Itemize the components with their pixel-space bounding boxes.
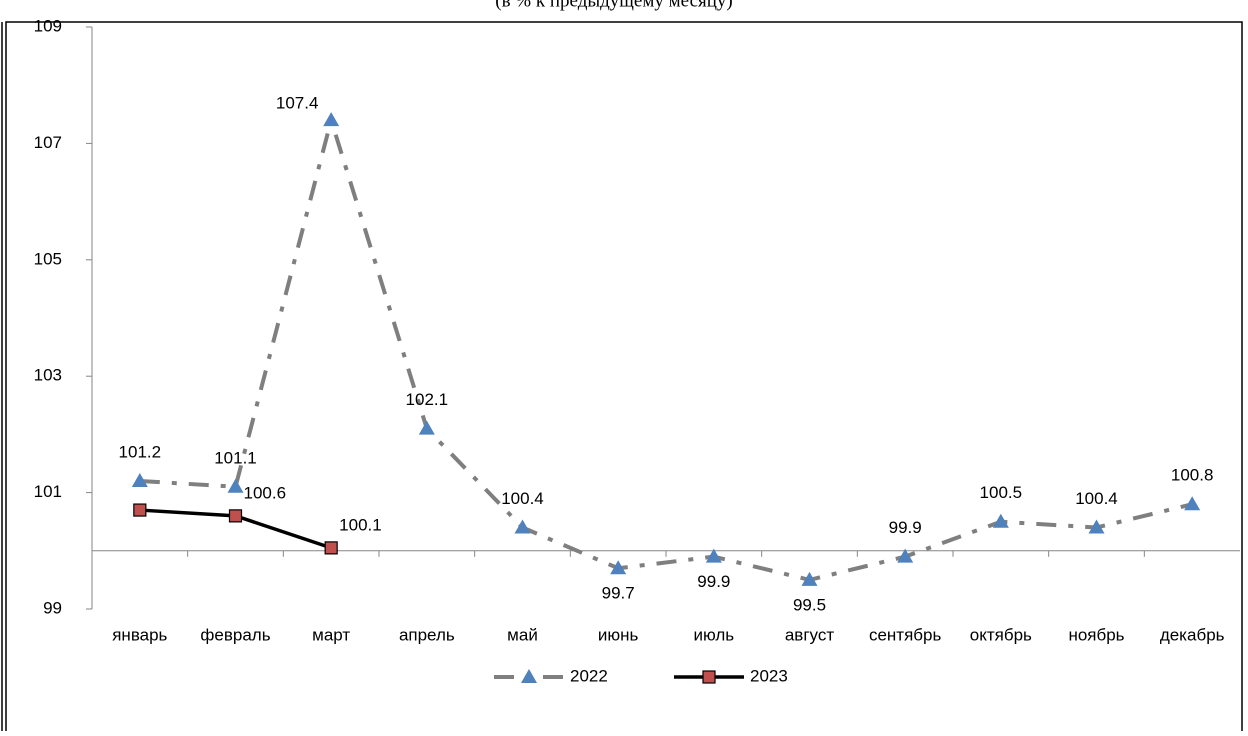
data-label: 100.4 xyxy=(501,489,544,508)
data-label: 101.2 xyxy=(119,442,162,461)
x-tick-label: апрель xyxy=(399,625,455,644)
data-label: 107.4 xyxy=(276,94,319,113)
data-point xyxy=(227,478,244,493)
data-label: 101.1 xyxy=(214,448,257,467)
data-label: 99.5 xyxy=(793,595,826,614)
data-point xyxy=(610,560,627,575)
data-point xyxy=(1088,519,1105,534)
data-label: 100.1 xyxy=(339,515,382,534)
data-point xyxy=(992,513,1009,528)
legend-marker xyxy=(702,670,716,684)
x-tick-label: май xyxy=(507,625,538,644)
data-label: 102.1 xyxy=(406,390,449,409)
y-tick-label: 107 xyxy=(34,133,62,152)
x-tick-label: июнь xyxy=(598,625,639,644)
legend-marker xyxy=(521,669,537,683)
data-point xyxy=(323,112,340,127)
data-point xyxy=(133,503,147,517)
data-point xyxy=(705,548,722,563)
data-label: 99.9 xyxy=(697,572,730,591)
y-tick-label: 105 xyxy=(34,249,62,268)
data-label: 100.8 xyxy=(1171,466,1214,485)
data-point xyxy=(897,548,914,563)
data-label: 100.4 xyxy=(1075,489,1118,508)
data-label: 100.5 xyxy=(980,483,1023,502)
data-point xyxy=(1184,496,1201,511)
data-point xyxy=(131,472,148,487)
legend-label: 2023 xyxy=(750,666,788,685)
data-point xyxy=(514,519,531,534)
x-tick-label: январь xyxy=(112,625,167,644)
x-tick-label: декабрь xyxy=(1160,625,1225,644)
data-point xyxy=(324,541,338,555)
data-point xyxy=(801,571,818,586)
legend-label: 2022 xyxy=(570,666,608,685)
x-tick-label: октябрь xyxy=(970,625,1032,644)
data-point xyxy=(228,509,243,523)
y-tick-label: 103 xyxy=(34,366,62,385)
x-tick-label: ноябрь xyxy=(1068,625,1124,644)
x-tick-label: июль xyxy=(694,625,735,644)
data-label: 99.9 xyxy=(889,518,922,537)
series-line xyxy=(139,112,1193,582)
y-tick-label: 101 xyxy=(34,482,62,501)
data-point xyxy=(418,420,435,435)
y-tick-label: 109 xyxy=(34,16,62,35)
x-tick-label: сентябрь xyxy=(869,625,942,644)
x-tick-label: март xyxy=(312,625,350,644)
data-label: 100.6 xyxy=(244,483,287,502)
x-tick-label: август xyxy=(785,625,834,644)
chart-subtitle: (в % к предыдущему месяцу) xyxy=(495,0,733,11)
x-tick-label: февраль xyxy=(200,625,270,644)
y-tick-label: 99 xyxy=(43,598,62,617)
data-label: 99.7 xyxy=(602,584,635,603)
